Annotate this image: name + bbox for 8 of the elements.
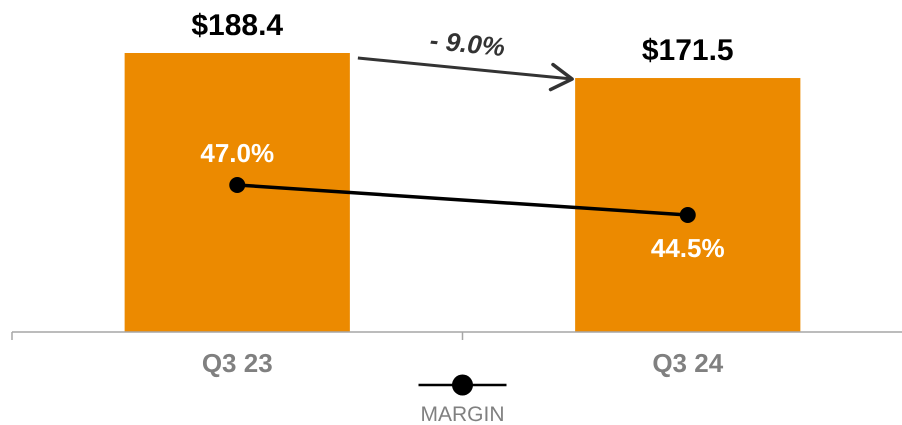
data-label: 47.0%: [200, 138, 274, 168]
data-label: 44.5%: [650, 233, 725, 263]
data-label: $188.4: [191, 9, 284, 42]
legend-label: MARGIN: [420, 403, 504, 425]
x-tick-label: Q3 24: [652, 348, 724, 378]
x-tick-label: Q3 23: [202, 348, 273, 378]
data-label: $171.5: [642, 34, 734, 68]
annotation: - 9.0%: [428, 24, 506, 62]
